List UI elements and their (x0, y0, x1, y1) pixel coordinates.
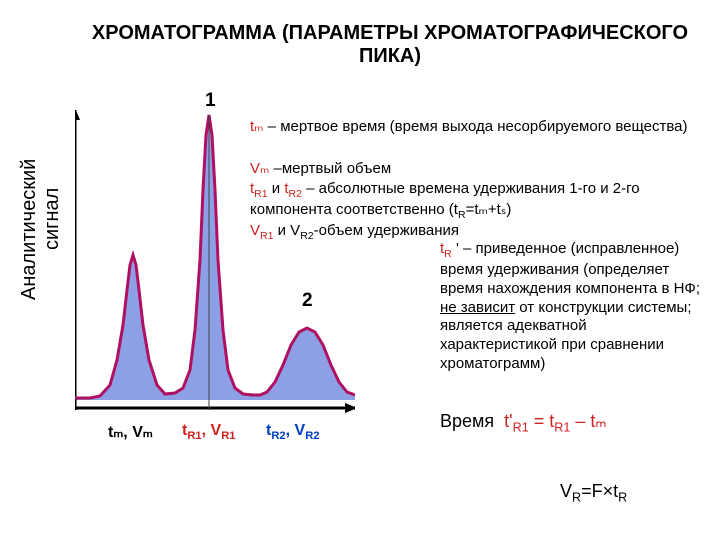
peak-1-label: 1 (205, 90, 216, 112)
y-axis-label: Аналитический сигнал (18, 159, 64, 300)
x-label-tr2: tR2, VR2 (266, 422, 320, 442)
page-title: ХРОМАТОГРАММА (ПАРАМЕТРЫ ХРОМАТОГРАФИЧЕС… (80, 22, 700, 68)
x-label-tm: tₘ, Vₘ (108, 422, 153, 442)
definition-tr: tR1 и tR2 – абсолютные времена удерживан… (250, 180, 705, 243)
definition-tm: tₘ – мертвое время (время выхода несорби… (250, 118, 705, 137)
peak-2-label: 2 (302, 290, 313, 312)
definition-tr-prime: tR ' – приведенное (исправленное) время … (440, 240, 705, 374)
chromatogram-chart (75, 110, 355, 410)
x-label-tr1: tR1, VR1 (182, 422, 236, 442)
formula-vr: VR=F×tR (560, 480, 705, 506)
formula-tr-prime: Время t'R1 = tR1 – tₘ (440, 410, 705, 436)
definition-vm: Vₘ –мертвый объем (250, 160, 705, 179)
